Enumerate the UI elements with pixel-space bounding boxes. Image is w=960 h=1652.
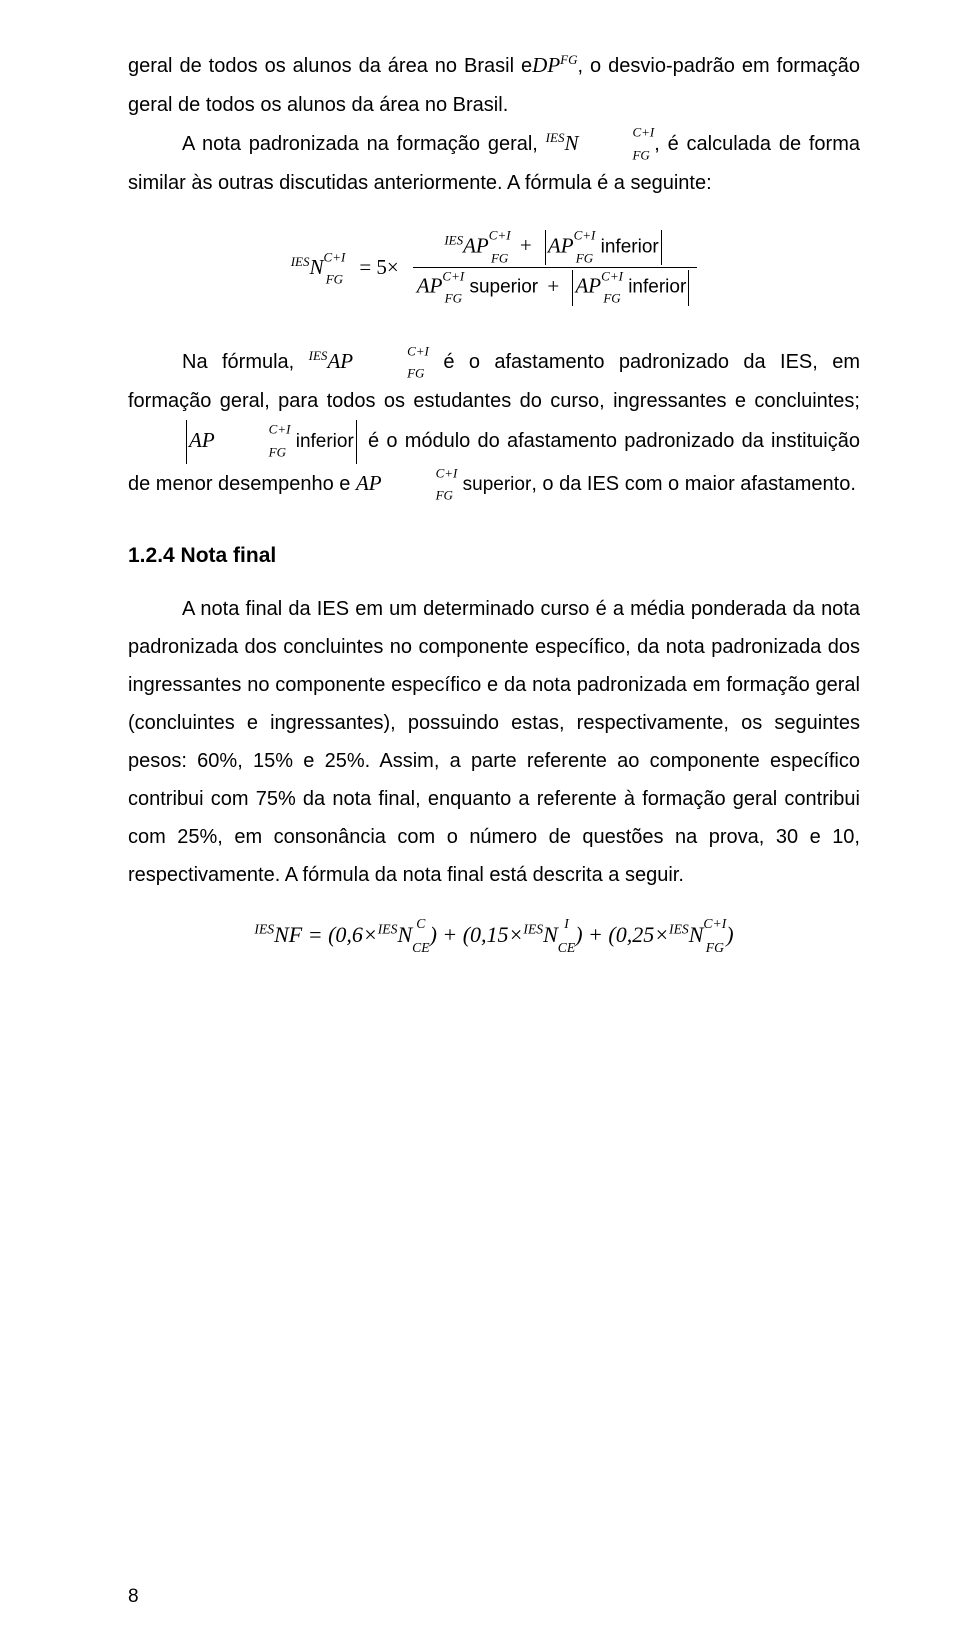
math-dp: DPFG xyxy=(532,53,577,77)
text: A nota final da IES em um determinado cu… xyxy=(128,590,860,894)
paragraph-3: Na fórmula, IESAPC+IFG é o afastamento p… xyxy=(128,342,860,504)
text: A nota padronizada na formação geral, xyxy=(182,133,546,155)
text: Na fórmula, xyxy=(182,351,309,373)
paragraph-1: geral de todos os alunos da área no Bras… xyxy=(128,46,860,124)
formula-main: IESNC+IFG = 5× IESAPC+IFG + APC+IFG infe… xyxy=(128,228,860,308)
math-ap-sup: APC+IFG superior xyxy=(356,471,531,495)
math-ap: IESAPC+IFG xyxy=(309,349,429,373)
page-number: 8 xyxy=(128,1586,139,1608)
math-n: IESNC+IFG xyxy=(546,131,655,155)
document-page: geral de todos os alunos da área no Bras… xyxy=(0,0,960,1652)
math-ap-inf: APC+IFG inferior xyxy=(128,428,361,452)
paragraph-2: A nota padronizada na formação geral, IE… xyxy=(128,124,860,202)
formula-final: IESNF = (0,6×IESNCCE) + (0,15×IESNICE) +… xyxy=(128,922,860,949)
text: , o da IES com o maior afastamento. xyxy=(531,473,856,495)
text: geral de todos os alunos da área no Bras… xyxy=(128,55,532,77)
paragraph-4: A nota final da IES em um determinado cu… xyxy=(128,590,860,894)
heading-nota-final: 1.2.4 Nota final xyxy=(128,544,860,568)
